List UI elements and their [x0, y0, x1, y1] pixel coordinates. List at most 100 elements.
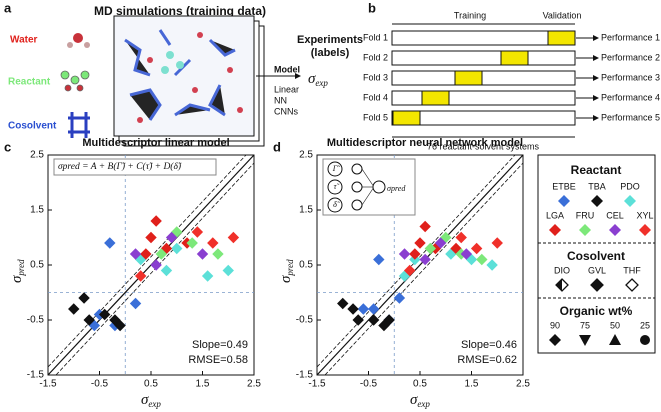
legend-swatch: [609, 334, 621, 345]
panel-letter: b: [368, 0, 376, 15]
legend-title: Organic wt%: [560, 304, 633, 318]
legend-swatch: [591, 195, 603, 207]
legend-swatch: [625, 278, 639, 292]
data-point: [207, 237, 219, 249]
data-point: [150, 259, 162, 271]
data-point: [78, 292, 90, 304]
subscript: exp: [148, 399, 161, 409]
data-point: [98, 308, 111, 321]
species-label: Reactant: [8, 77, 51, 88]
sigma-exp: σexp: [308, 71, 328, 88]
data-point: [140, 248, 152, 260]
data-point: [155, 248, 168, 260]
rmse-annotation: RMSE=0.62: [457, 354, 517, 366]
data-point: [470, 242, 483, 255]
rmse-annotation: RMSE=0.58: [188, 354, 248, 366]
x-tick-label: 0.5: [144, 379, 158, 390]
y-tick-label: -1.5: [27, 370, 45, 381]
legend: Reactant ETBE TBA PDO LGA FRU CEL XYL Cosolvent D…: [538, 163, 655, 346]
validation-segment: [547, 30, 576, 46]
legend-box: [537, 154, 656, 354]
model-name: CNNs: [274, 106, 298, 116]
y-tick-label: 1.5: [30, 205, 44, 216]
data-point: [434, 237, 447, 249]
legend-swatch: [639, 224, 651, 236]
validation-segment: [454, 70, 483, 86]
validation-segment: [421, 90, 450, 106]
data-point: [476, 253, 488, 266]
edge: [361, 186, 375, 206]
edge: [361, 168, 375, 188]
x-tick-label: 2.5: [247, 379, 261, 390]
symbol: σ: [9, 275, 25, 283]
legend-title: Cosolvent: [567, 249, 625, 263]
legend-label: 25: [640, 320, 650, 330]
y-tick-label: 0.5: [30, 260, 44, 271]
legend-swatch: [640, 335, 650, 345]
cosolvent-icon: [68, 112, 90, 138]
hidden-node: [351, 181, 363, 193]
fold-label: Fold 3: [363, 72, 388, 82]
performance-label: Performance 2: [601, 52, 660, 62]
band-line: [324, 162, 524, 376]
data-point: [367, 314, 380, 326]
data-point: [367, 303, 380, 315]
data-point: [419, 253, 431, 266]
fold-label: Fold 1: [363, 32, 388, 42]
legend-swatch: [579, 224, 591, 236]
experiments: (labels): [311, 47, 350, 59]
data-point: [201, 270, 214, 282]
data-point: [145, 231, 157, 244]
subscript: pred: [16, 259, 26, 277]
data-point: [383, 314, 395, 326]
chart-title: Multidescriptor neural network model: [327, 137, 523, 149]
hidden-node: [351, 199, 363, 211]
x-tick-label: 1.5: [196, 379, 210, 390]
y-tick-label: 1.5: [299, 205, 313, 216]
legend-label: TBA: [588, 181, 606, 191]
x-tick-label: -0.5: [360, 379, 378, 390]
x-tick-label: 1.5: [465, 379, 479, 390]
y-tick-label: 2.5: [299, 150, 313, 161]
reactant-icon: [60, 70, 90, 92]
slope-annotation: Slope=0.49: [192, 339, 248, 351]
legend-swatch: [624, 195, 636, 207]
data-point: [212, 248, 224, 260]
slope-annotation: Slope=0.46: [461, 339, 517, 351]
formula-box: [53, 158, 217, 176]
x-tick-label: 2.5: [516, 379, 530, 390]
legend-swatch: [558, 195, 570, 207]
legend-label: LGA: [546, 210, 564, 220]
legend-swatch: [556, 279, 562, 291]
legend-label: 90: [550, 320, 560, 330]
fold-bar: [391, 70, 576, 86]
fold-label: Fold 4: [363, 92, 388, 102]
data-point: [398, 248, 411, 260]
formula: σpred = A + B(Γ̃) + C(τ̃) + D(δ̃): [58, 161, 182, 172]
fold-label: Fold 2: [363, 52, 388, 62]
panel-letter: c: [4, 139, 11, 154]
panel-title: MD simulations (training data): [94, 4, 266, 18]
x-tick-label: -1.5: [308, 379, 326, 390]
symbol: σ: [410, 392, 418, 408]
legend-label: PDO: [620, 181, 640, 191]
data-point: [129, 248, 142, 260]
legend-label: 75: [580, 320, 590, 330]
data-point: [104, 237, 116, 249]
data-point: [357, 303, 370, 315]
data-point: [171, 242, 183, 255]
legend-swatch: [590, 278, 604, 292]
data-point: [337, 297, 349, 310]
performance-label: Performance 5: [601, 112, 660, 122]
data-point: [191, 226, 204, 238]
model-name: Linear: [274, 84, 299, 94]
input-label: Γ̃: [332, 164, 342, 173]
legend-swatch: [579, 335, 591, 346]
y-tick-label: 2.5: [30, 150, 44, 161]
species-label: Cosolvent: [8, 121, 57, 132]
chart-title: Multidescriptor linear model: [82, 137, 229, 149]
data-point: [114, 319, 126, 332]
performance-label: Performance 3: [601, 72, 660, 82]
data-point: [186, 237, 198, 249]
data-point: [227, 231, 240, 244]
